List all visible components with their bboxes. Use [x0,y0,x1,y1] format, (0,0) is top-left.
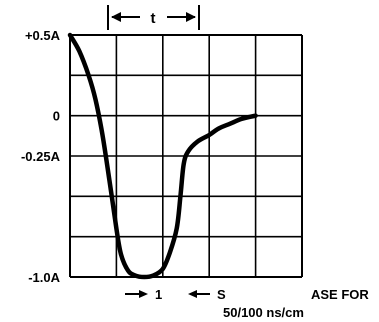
base-label-line1: ASE FOR [311,287,369,302]
y-tick-label: -0.25A [21,149,61,164]
y-tick-label: -1.0A [28,270,60,285]
marker-s-arrow-head [188,290,197,298]
t-label: t [151,10,156,27]
y-tick-label: +0.5A [25,28,61,43]
marker-1-arrow-head [139,290,148,298]
waveform-line [67,32,258,280]
y-tick-labels: +0.5A 0 -0.25A -1.0A [21,28,61,285]
annotations: t 1 S ASE FOR 50/100 ns/cm [107,5,369,320]
marker-s-label: S [217,287,226,302]
t-arrow-left-head [111,12,121,22]
waveform-curve-layer [67,32,258,280]
base-label-line2: 50/100 ns/cm [223,305,304,320]
y-tick-label: 0 [53,109,60,124]
chart-grid [69,34,303,278]
marker-1-label: 1 [155,287,162,302]
t-arrow-right-head [186,12,196,22]
